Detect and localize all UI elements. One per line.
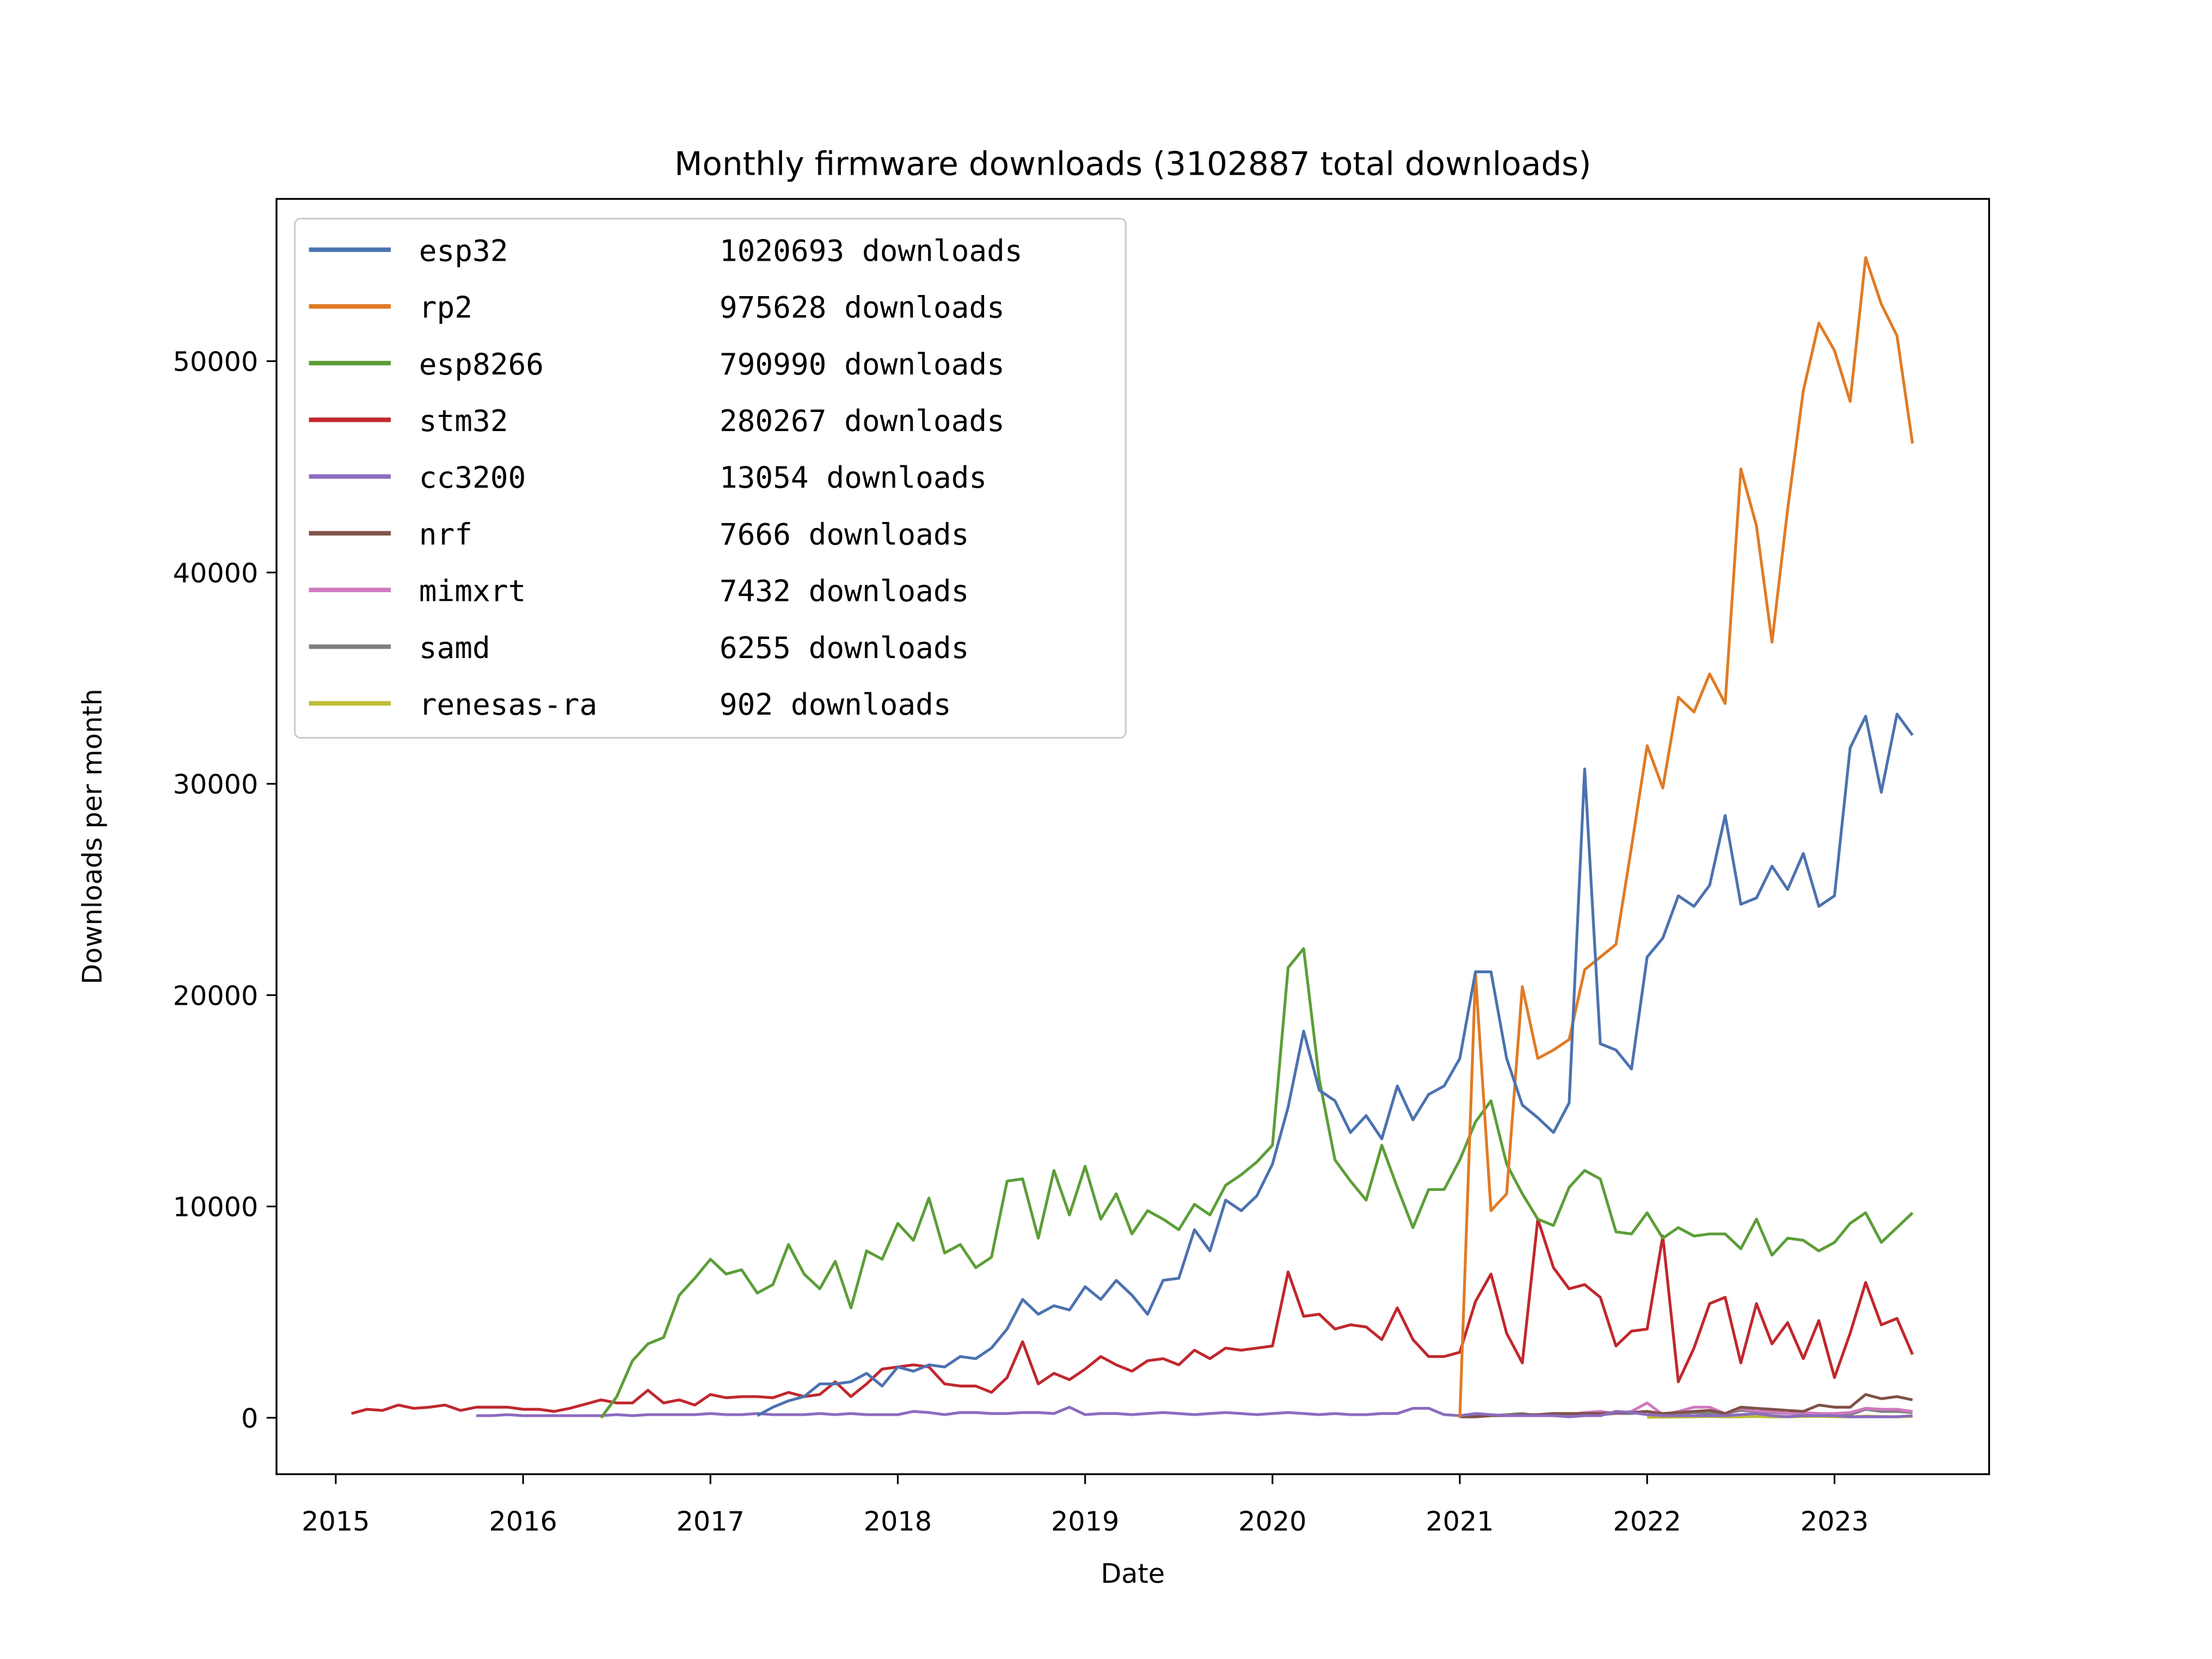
- y-tick-label: 50000: [173, 346, 259, 378]
- legend-entry-esp32: esp32 1020693 downloads: [309, 233, 1023, 268]
- legend-entry-renesas-ra: renesas-ra 902 downloads: [309, 687, 951, 722]
- legend-series-name: renesas-ra: [419, 687, 598, 722]
- x-tick-label: 2020: [1238, 1506, 1306, 1537]
- y-axis-label: Downloads per month: [77, 689, 108, 984]
- y-tick-label: 40000: [173, 557, 259, 589]
- series-line-esp8266: [600, 947, 1914, 1419]
- y-axis: 0 10000 20000 30000 40000 50000: [173, 346, 276, 1434]
- legend-series-name: samd: [419, 630, 490, 665]
- legend-entry-samd: samd 6255 downloads: [309, 630, 969, 665]
- legend-series-total: 7432 downloads: [720, 574, 969, 609]
- series-line-cc3200: [476, 1405, 1913, 1418]
- legend-series-name: rp2: [419, 290, 472, 325]
- chart-title: Monthly firmware downloads (3102887 tota…: [674, 145, 1592, 183]
- legend-series-total: 13054 downloads: [720, 460, 987, 495]
- legend-series-name: esp8266: [419, 347, 544, 382]
- x-tick-label: 2021: [1425, 1506, 1494, 1537]
- legend-series-name: stm32: [419, 403, 508, 438]
- legend-entry-mimxrt: mimxrt 7432 downloads: [309, 574, 969, 609]
- x-tick-label: 2016: [489, 1506, 557, 1537]
- legend-entry-nrf: nrf 7666 downloads: [309, 517, 969, 551]
- legend-series-total: 902 downloads: [720, 687, 951, 722]
- legend-entry-stm32: stm32 280267 downloads: [309, 403, 1005, 438]
- x-axis: 2015 2016 2017 2018 2019 2020 2021 2022 2023: [302, 1474, 1869, 1537]
- legend-series-total: 1020693 downloads: [720, 233, 1023, 268]
- legend-series-total: 7666 downloads: [720, 517, 969, 551]
- legend-entry-rp2: rp2 975628 downloads: [309, 290, 1005, 325]
- plot-frame: [275, 198, 1990, 1476]
- x-tick-label: 2018: [864, 1506, 932, 1537]
- legend-series-total: 6255 downloads: [720, 630, 969, 665]
- legend-series-name: esp32: [419, 233, 508, 268]
- series-line-rp2: [1458, 256, 1914, 1418]
- y-tick-label: 20000: [173, 980, 259, 1011]
- legend: esp32 1020693 downloads rp2 975628 download…: [294, 218, 1127, 739]
- y-tick-label: 30000: [173, 769, 259, 800]
- x-tick-label: 2023: [1801, 1506, 1869, 1537]
- legend-series-name: nrf: [419, 517, 472, 551]
- x-tick-label: 2015: [302, 1506, 370, 1537]
- legend-series-name: cc3200: [419, 460, 526, 495]
- y-tick-label: 0: [241, 1403, 258, 1434]
- series-layer: [351, 256, 1914, 1419]
- series-line-esp32: [757, 712, 1914, 1417]
- y-tick-label: 10000: [173, 1191, 259, 1223]
- x-tick-label: 2017: [677, 1506, 745, 1537]
- x-axis-label: Date: [1101, 1558, 1165, 1589]
- legend-entry-esp8266: esp8266 790990 downloads: [309, 347, 1005, 382]
- x-tick-label: 2022: [1613, 1506, 1681, 1537]
- legend-series-total: 280267 downloads: [720, 403, 1005, 438]
- legend-series-total: 790990 downloads: [720, 347, 1005, 382]
- legend-box: [294, 218, 1127, 739]
- legend-series-total: 975628 downloads: [720, 290, 1005, 325]
- legend-entry-cc3200: cc3200 13054 downloads: [309, 460, 987, 495]
- legend-series-name: mimxrt: [419, 574, 526, 609]
- x-tick-label: 2019: [1051, 1506, 1119, 1537]
